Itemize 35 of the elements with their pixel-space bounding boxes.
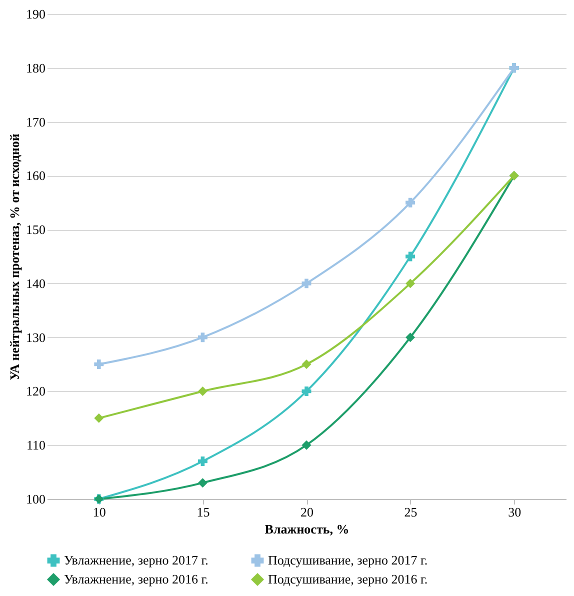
- point: [302, 360, 312, 370]
- point: [302, 440, 312, 450]
- legend-label: Увлажнение, зерно 2016 г.: [64, 572, 208, 586]
- x-tick-label: 20: [300, 504, 314, 520]
- y-tick-label: 140: [26, 276, 46, 291]
- x-tick-label: 30: [508, 504, 522, 520]
- y-tick-label: 170: [26, 114, 46, 130]
- point: [94, 360, 104, 370]
- point: [198, 332, 208, 342]
- x-axis-title: Влажность, %: [264, 522, 350, 536]
- y-tick-label: 160: [26, 168, 46, 184]
- y-tick-label: 180: [26, 60, 46, 76]
- x-tick-label: 15: [196, 504, 210, 520]
- y-tick-label: 190: [26, 6, 46, 22]
- point: [406, 198, 416, 208]
- point: [406, 278, 416, 288]
- legend-label: Подсушивание, зерно 2016 г.: [268, 572, 428, 586]
- y-tick-label: 150: [26, 222, 46, 238]
- point: [302, 386, 312, 396]
- legend-label: Подсушивание, зерно 2017 г.: [268, 552, 428, 568]
- point: [198, 456, 208, 466]
- legend-label: Увлажнение, зерно 2017 г.: [64, 552, 208, 568]
- point: [198, 478, 208, 488]
- point: [406, 252, 416, 262]
- y-tick-label: 100: [26, 492, 46, 506]
- y-axis-title: УА нейтральных протеназ, % от исходной: [7, 133, 22, 380]
- y-tick-label: 110: [26, 438, 46, 453]
- y-tick-label: 120: [26, 384, 46, 399]
- point: [302, 278, 312, 288]
- point: [94, 413, 104, 423]
- point: [406, 332, 416, 342]
- x-tick-label: 25: [404, 504, 418, 520]
- x-tick-label: 10: [92, 504, 106, 520]
- y-tick-label: 130: [26, 330, 46, 345]
- point: [198, 386, 208, 396]
